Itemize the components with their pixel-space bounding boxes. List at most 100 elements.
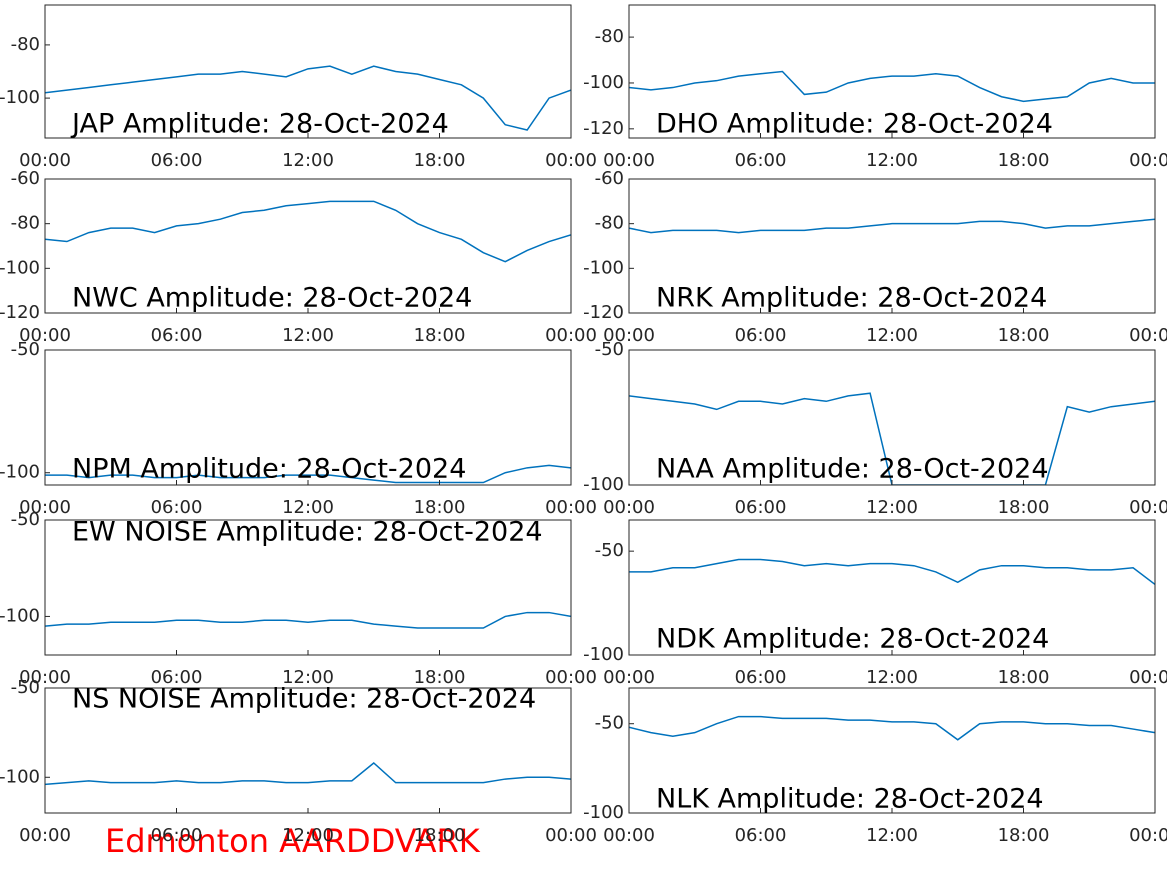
x-tick-label: 06:00 [735,325,787,346]
x-tick-label: 06:00 [151,150,203,171]
x-tick-label: 18:00 [414,667,466,688]
panel-title: NRK Amplitude: 28-Oct-2024 [656,283,1047,314]
x-tick-label: 12:00 [866,150,918,171]
series-line [629,392,1155,485]
x-tick-label: 00:00 [19,825,71,846]
x-tick-label: 06:00 [735,150,787,171]
y-tick-label: -120 [0,302,40,323]
x-tick-label: 12:00 [866,325,918,346]
series-line [629,558,1155,585]
x-tick-label: 18:00 [414,497,466,518]
x-tick-label: 12:00 [282,667,334,688]
x-tick-label: 06:00 [151,825,203,846]
y-tick-label: -50 [595,339,624,360]
y-tick-label: -100 [583,644,624,665]
panel-title: NPM Amplitude: 28-Oct-2024 [72,454,466,485]
x-tick-label: 06:00 [735,667,787,688]
y-tick-label: -100 [0,462,40,483]
plot-area [629,70,1155,103]
x-tick-label: 12:00 [866,667,918,688]
x-tick-label: 06:00 [735,497,787,518]
x-tick-label: 00:00 [1129,325,1167,346]
x-tick-label: 12:00 [282,497,334,518]
plot-area [45,611,571,629]
y-tick-label: -50 [11,509,40,530]
y-tick-label: -60 [595,168,624,189]
y-tick-label: -100 [583,72,624,93]
x-tick-label: 00:00 [1129,825,1167,846]
panel-title: DHO Amplitude: 28-Oct-2024 [656,109,1053,140]
x-tick-label: 00:00 [545,325,597,346]
series-line [45,464,571,484]
y-tick-label: -80 [595,26,624,47]
plot-area [45,65,571,131]
plot-area [629,558,1155,585]
panel-title: NAA Amplitude: 28-Oct-2024 [656,454,1049,485]
y-tick-label: -100 [583,257,624,278]
y-tick-label: -80 [11,34,40,55]
x-tick-label: 06:00 [151,667,203,688]
x-tick-label: 00:00 [19,325,71,346]
panel-title: NS NOISE Amplitude: 28-Oct-2024 [72,684,536,715]
y-tick-label: -100 [0,87,40,108]
y-tick-label: -80 [11,213,40,234]
x-tick-label: 00:00 [603,325,655,346]
x-tick-label: 00:00 [545,825,597,846]
y-tick-label: -50 [595,713,624,734]
y-tick-label: -120 [583,118,624,139]
series-line [629,70,1155,103]
y-tick-label: -50 [11,339,40,360]
y-tick-label: -100 [0,605,40,626]
x-tick-label: 18:00 [998,825,1050,846]
x-tick-label: 00:00 [1129,150,1167,171]
y-tick-label: -50 [11,677,40,698]
panel-title: NWC Amplitude: 28-Oct-2024 [72,283,472,314]
series-line [45,65,571,131]
x-tick-label: 00:00 [545,497,597,518]
y-tick-label: -60 [11,168,40,189]
series-line [45,762,571,786]
plot-area [629,715,1155,741]
x-tick-label: 12:00 [866,825,918,846]
x-tick-label: 06:00 [151,497,203,518]
series-line [629,218,1155,234]
series-line [45,611,571,629]
x-tick-label: 06:00 [735,825,787,846]
x-tick-label: 12:00 [866,497,918,518]
x-tick-label: 00:00 [545,667,597,688]
plot-area [45,762,571,786]
y-tick-label: -100 [0,766,40,787]
x-tick-label: 00:00 [603,150,655,171]
y-tick-label: -50 [595,540,624,561]
plot-area [629,392,1155,485]
x-tick-label: 00:00 [19,150,71,171]
x-tick-label: 00:00 [603,497,655,518]
y-tick-label: -100 [583,474,624,495]
plot-area [629,218,1155,234]
y-tick-label: -100 [583,802,624,823]
x-tick-label: 12:00 [282,825,334,846]
x-tick-label: 00:00 [603,667,655,688]
x-tick-label: 06:00 [151,325,203,346]
x-tick-label: 18:00 [998,150,1050,171]
x-tick-label: 12:00 [282,325,334,346]
x-tick-label: 12:00 [282,150,334,171]
footer: Edmonton AARDDVARK [105,822,481,860]
plot-area [45,464,571,484]
series-line [45,200,571,263]
panel-title: NLK Amplitude: 28-Oct-2024 [656,784,1044,815]
x-tick-label: 00:00 [1129,667,1167,688]
x-tick-label: 00:00 [19,497,71,518]
x-tick-label: 18:00 [414,150,466,171]
x-tick-label: 00:00 [1129,497,1167,518]
x-tick-label: 18:00 [998,497,1050,518]
series-line [629,715,1155,741]
panel-title: EW NOISE Amplitude: 28-Oct-2024 [72,517,543,548]
x-tick-label: 00:00 [603,825,655,846]
x-tick-label: 18:00 [998,667,1050,688]
x-tick-label: 18:00 [414,825,466,846]
x-tick-label: 00:00 [545,150,597,171]
panel-title: NDK Amplitude: 28-Oct-2024 [656,624,1049,655]
plot-area [45,200,571,263]
panel-title: JAP Amplitude: 28-Oct-2024 [70,109,449,140]
